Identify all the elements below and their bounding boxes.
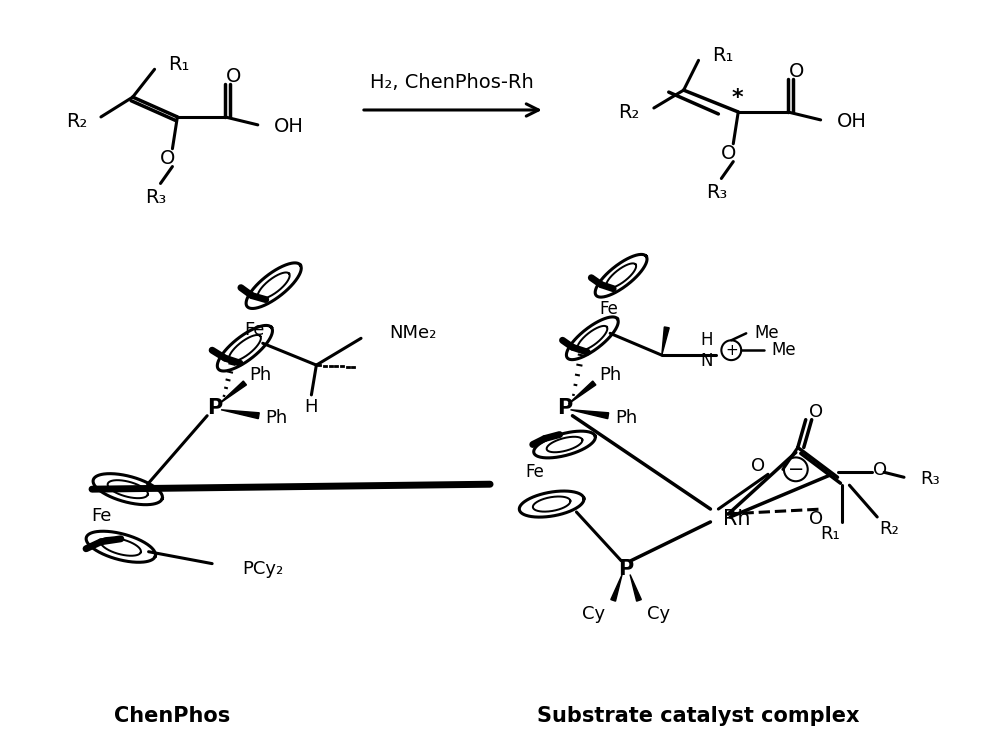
Text: R₁: R₁ (168, 55, 190, 74)
Text: Fe: Fe (600, 299, 619, 318)
Text: R₃: R₃ (920, 470, 940, 488)
Text: Fe: Fe (245, 321, 265, 339)
Text: P: P (207, 398, 223, 418)
Text: R₂: R₂ (619, 104, 640, 122)
Text: Ph: Ph (266, 409, 288, 426)
Text: O: O (873, 461, 887, 479)
Text: Cy: Cy (582, 606, 605, 623)
Text: O: O (809, 510, 823, 528)
Text: Ph: Ph (615, 409, 637, 426)
Polygon shape (570, 410, 609, 419)
Text: R₂: R₂ (879, 520, 899, 538)
Text: Me: Me (754, 324, 779, 342)
Text: O: O (751, 457, 765, 476)
Text: R₁: R₁ (821, 525, 840, 543)
Text: OH: OH (837, 113, 866, 132)
Text: R₃: R₃ (145, 187, 166, 207)
Text: *: * (731, 88, 743, 108)
Text: Fe: Fe (525, 463, 544, 482)
Text: O: O (789, 62, 804, 81)
Text: OH: OH (274, 117, 304, 136)
Text: P: P (618, 559, 634, 578)
Text: H₂, ChenPhos-Rh: H₂, ChenPhos-Rh (370, 73, 534, 91)
Polygon shape (219, 381, 246, 404)
Polygon shape (221, 410, 259, 419)
Text: O: O (721, 144, 736, 163)
Text: O: O (160, 149, 175, 168)
Polygon shape (568, 381, 596, 404)
Text: R₂: R₂ (66, 113, 87, 132)
Text: H
N: H N (700, 331, 713, 370)
Text: +: + (725, 342, 738, 358)
Text: P: P (557, 398, 572, 418)
Text: Me: Me (771, 341, 796, 359)
Text: R₁: R₁ (712, 46, 734, 65)
Text: Substrate catalyst complex: Substrate catalyst complex (537, 705, 860, 726)
Text: Ph: Ph (250, 366, 272, 384)
Text: O: O (809, 403, 823, 421)
Text: PCy₂: PCy₂ (242, 559, 283, 578)
Text: H: H (305, 398, 318, 416)
Polygon shape (630, 575, 641, 601)
Polygon shape (662, 327, 669, 355)
Text: R₃: R₃ (706, 183, 727, 202)
Text: −: − (788, 460, 804, 479)
Text: Cy: Cy (647, 606, 670, 623)
Text: O: O (226, 67, 242, 85)
Text: Rh: Rh (723, 509, 751, 529)
Text: ChenPhos: ChenPhos (114, 705, 231, 726)
Text: Ph: Ph (599, 366, 621, 384)
Polygon shape (611, 575, 622, 601)
Text: NMe₂: NMe₂ (389, 324, 436, 342)
Text: Fe: Fe (91, 507, 111, 525)
